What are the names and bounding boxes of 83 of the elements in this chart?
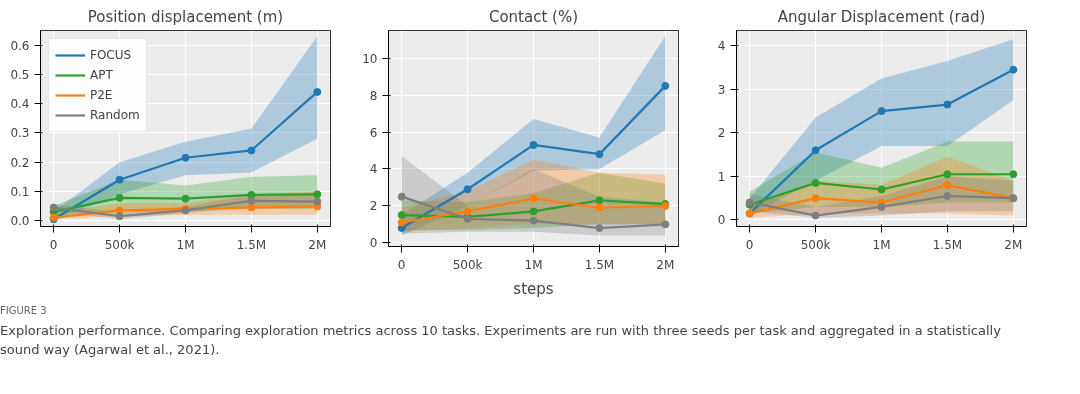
y-tick-label: 2	[717, 126, 726, 141]
y-tick-label: 2	[369, 199, 378, 214]
y-tick-label: 0.1	[10, 184, 30, 199]
point	[247, 196, 256, 205]
y-tick-label: 4	[717, 39, 726, 54]
point	[877, 185, 886, 194]
x-tick-label: 1M	[524, 257, 543, 272]
legend-label: P2E	[90, 88, 113, 102]
x-tick-label: 0	[745, 237, 754, 252]
point	[529, 194, 538, 203]
point	[595, 196, 604, 205]
chart-title: Position displacement (m)	[87, 7, 284, 26]
point	[49, 203, 58, 212]
point	[811, 194, 820, 203]
point	[397, 211, 406, 220]
caption: FIGURE 3	[0, 304, 47, 318]
y-tick-label: 1	[717, 169, 726, 184]
point	[397, 192, 406, 201]
y-tick-label: 0.3	[10, 126, 30, 141]
legend-label: Random	[90, 108, 140, 122]
x-tick-label: 2M	[656, 257, 675, 272]
chart-title: Angular Displacement (rad)	[777, 7, 986, 26]
point	[595, 150, 604, 159]
y-tick-label: 10	[362, 51, 378, 66]
point	[877, 202, 886, 211]
x-tick-label: 500k	[800, 237, 831, 252]
point	[1009, 65, 1018, 74]
point	[943, 192, 952, 200]
y-tick-label: 4	[369, 162, 378, 177]
point	[1009, 170, 1018, 179]
x-tick-label: 1M	[872, 237, 891, 252]
point	[313, 197, 322, 206]
point	[595, 224, 604, 233]
point	[943, 100, 952, 109]
x-tick-label: 1M	[176, 237, 195, 252]
x-tick-label: 1.5M	[584, 257, 615, 272]
x-tick-label: 500k	[104, 237, 135, 252]
x-tick-label: 2M	[1004, 237, 1023, 252]
point	[811, 146, 820, 155]
point	[247, 203, 256, 212]
point	[943, 181, 952, 190]
y-tick-label: 8	[369, 88, 378, 103]
legend-label: FOCUS	[90, 48, 132, 62]
x-tick-label: 0	[49, 237, 58, 252]
point	[529, 140, 538, 149]
x-tick-label: 0	[397, 257, 406, 272]
y-tick-label: 3	[717, 82, 726, 97]
point	[115, 175, 124, 184]
point	[811, 178, 820, 187]
x-tick-label: 2M	[308, 237, 327, 252]
x-tick-label: 500k	[452, 257, 483, 272]
x-axis-title: steps	[513, 279, 554, 298]
x-tick-label: 1.5M	[932, 237, 963, 252]
point	[247, 146, 256, 155]
point	[313, 87, 322, 96]
point	[661, 220, 670, 229]
y-tick-label: 0.5	[10, 67, 30, 82]
point	[529, 216, 538, 225]
point	[463, 207, 472, 216]
point	[943, 170, 952, 179]
y-tick-label: 0.4	[10, 97, 30, 112]
y-tick-label: 6	[369, 125, 378, 140]
legend-label: APT	[90, 68, 113, 82]
point	[661, 81, 670, 90]
text: Exploration performance. Comparing exploration metrics across 10 tasks. Experiments are run with three seeds per task and aggregated in a statistically sound way (Agarwal et al., 2021).	[0, 322, 1002, 359]
y-tick-label: 0.0	[10, 214, 30, 229]
chart-title: Contact (%)	[488, 7, 579, 26]
y-tick-label: 0.6	[10, 38, 30, 53]
point	[313, 190, 322, 199]
point	[247, 190, 256, 199]
point	[181, 194, 190, 203]
point	[115, 193, 124, 202]
x-tick-label: 1.5M	[236, 237, 267, 252]
point	[181, 153, 190, 162]
point	[529, 207, 538, 216]
point	[811, 211, 820, 220]
point	[115, 212, 124, 221]
point	[463, 185, 472, 194]
point	[595, 203, 604, 212]
point	[877, 107, 886, 116]
y-tick-label: 0.2	[10, 155, 30, 170]
point	[397, 218, 406, 227]
y-tick-label: 0	[717, 213, 726, 228]
